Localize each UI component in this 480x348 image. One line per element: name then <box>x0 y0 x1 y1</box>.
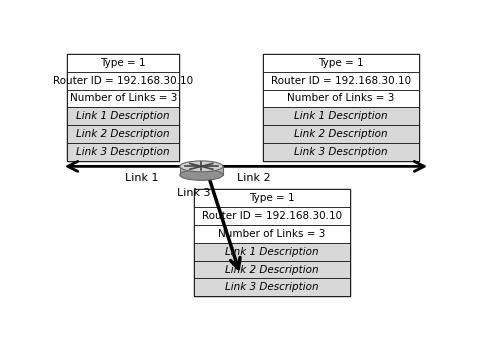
Bar <box>194 189 350 296</box>
Bar <box>67 89 179 108</box>
Bar <box>67 72 179 89</box>
Bar <box>263 54 419 161</box>
Bar <box>194 243 350 261</box>
Text: Type = 1: Type = 1 <box>249 193 295 203</box>
Text: Link 2 Description: Link 2 Description <box>294 129 388 139</box>
Text: Link 1 Description: Link 1 Description <box>225 247 319 257</box>
Bar <box>263 54 419 72</box>
Bar <box>194 261 350 278</box>
Text: Router ID = 192.168.30.10: Router ID = 192.168.30.10 <box>202 211 342 221</box>
Polygon shape <box>180 166 223 175</box>
Bar <box>263 125 419 143</box>
Text: Link 1: Link 1 <box>125 173 158 183</box>
Text: Number of Links = 3: Number of Links = 3 <box>218 229 326 239</box>
Text: Router ID = 192.168.30.10: Router ID = 192.168.30.10 <box>53 76 193 86</box>
Ellipse shape <box>180 169 223 180</box>
Text: Link 1 Description: Link 1 Description <box>294 111 388 121</box>
Bar <box>67 125 179 143</box>
Text: Type = 1: Type = 1 <box>318 58 364 68</box>
Text: Number of Links = 3: Number of Links = 3 <box>287 94 395 103</box>
Text: Number of Links = 3: Number of Links = 3 <box>70 94 177 103</box>
Bar <box>263 108 419 125</box>
Text: Link 3 Description: Link 3 Description <box>294 147 388 157</box>
Bar <box>67 143 179 161</box>
Bar <box>263 72 419 89</box>
Bar <box>194 278 350 296</box>
Bar <box>263 89 419 108</box>
Text: Link 3 Description: Link 3 Description <box>76 147 170 157</box>
Text: Router ID = 192.168.30.10: Router ID = 192.168.30.10 <box>271 76 411 86</box>
Bar <box>194 189 350 207</box>
Bar <box>263 143 419 161</box>
Text: Link 3 Description: Link 3 Description <box>225 282 319 292</box>
Bar <box>194 225 350 243</box>
Text: Link 1 Description: Link 1 Description <box>76 111 170 121</box>
Text: Type = 1: Type = 1 <box>100 58 146 68</box>
Text: Link 2: Link 2 <box>237 173 270 183</box>
Text: Link 3: Link 3 <box>177 188 211 198</box>
Bar <box>194 207 350 225</box>
Bar <box>67 54 179 72</box>
Text: Link 2 Description: Link 2 Description <box>225 264 319 275</box>
Text: Link 2 Description: Link 2 Description <box>76 129 170 139</box>
Ellipse shape <box>180 161 223 172</box>
Bar <box>67 108 179 125</box>
Bar <box>67 54 179 161</box>
